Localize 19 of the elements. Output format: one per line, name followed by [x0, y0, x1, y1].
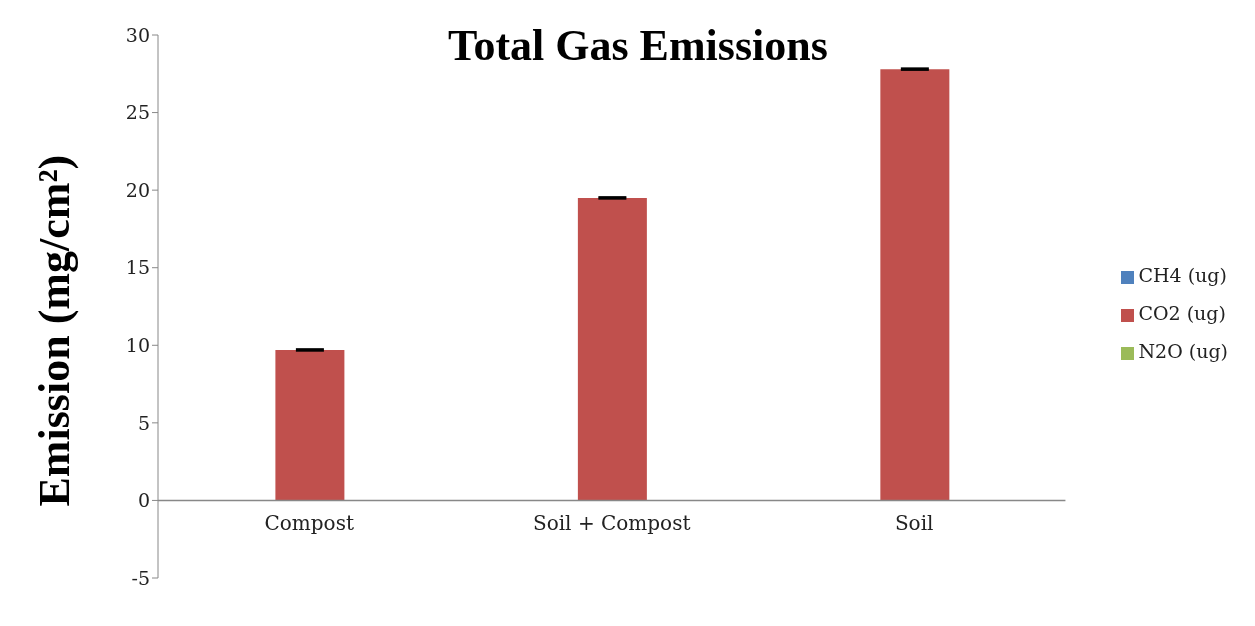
y-tick-label: 25: [125, 101, 150, 124]
x-tick-label: Soil + Compost: [532, 511, 691, 536]
y-tick-label: -5: [131, 566, 150, 589]
y-tick-label: 20: [125, 178, 150, 201]
y-tick-label: 30: [125, 23, 150, 46]
bar: [275, 349, 345, 501]
x-tick-label: Soil: [894, 511, 934, 536]
bar: [880, 69, 950, 501]
legend-label: N2O (ug): [1138, 340, 1228, 362]
chart-title: Total Gas Emissions: [447, 20, 829, 71]
y-tick-label: 15: [125, 256, 150, 279]
legend-label: CH4 (ug): [1138, 264, 1227, 286]
bar: [577, 197, 647, 501]
y-tick-label: 5: [137, 411, 150, 434]
x-tick-label: Compost: [264, 511, 354, 536]
y-axis-title: Emission (mg/cm²): [29, 154, 79, 507]
y-tick-label: 0: [137, 489, 150, 512]
legend-label: CO2 (ug): [1138, 302, 1226, 324]
y-tick-label: 10: [125, 334, 150, 357]
